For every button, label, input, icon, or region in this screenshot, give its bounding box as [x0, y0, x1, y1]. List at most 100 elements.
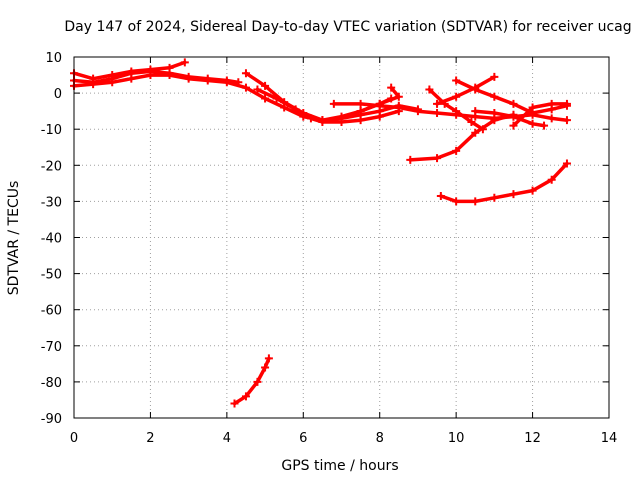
x-tick-label: 0	[70, 431, 78, 446]
data-point	[306, 114, 315, 123]
data-point	[490, 72, 499, 81]
x-axis-label: GPS time / hours	[281, 458, 398, 474]
data-point	[433, 154, 442, 163]
series-line	[358, 85, 401, 113]
series-track-13	[406, 110, 518, 164]
data-point	[108, 78, 117, 87]
data-point	[452, 146, 461, 155]
data-point	[241, 392, 250, 401]
y-tick-label: -20	[41, 159, 62, 174]
data-point	[528, 186, 537, 195]
y-tick-label: -50	[41, 268, 62, 283]
data-point	[490, 92, 499, 101]
data-point	[272, 94, 281, 103]
data-point	[547, 175, 556, 184]
data-point	[509, 99, 518, 108]
data-point	[375, 112, 384, 121]
data-point	[89, 74, 98, 83]
x-tick-label: 14	[601, 431, 618, 446]
data-series	[70, 58, 571, 408]
data-point	[562, 116, 571, 125]
x-tick-label: 4	[223, 431, 231, 446]
y-tick-label: 10	[45, 51, 62, 66]
series-line	[72, 69, 241, 85]
y-tick-label: -10	[41, 123, 62, 138]
data-point	[562, 159, 571, 168]
data-point	[318, 117, 327, 126]
x-tick-label: 10	[448, 431, 465, 446]
data-point	[490, 108, 499, 117]
data-point	[261, 363, 270, 372]
data-point	[509, 121, 518, 130]
data-point	[356, 107, 365, 116]
data-point	[329, 99, 338, 108]
data-point	[547, 114, 556, 123]
series-track-12	[509, 99, 571, 130]
data-point	[471, 85, 480, 94]
data-point	[490, 116, 499, 125]
series-line	[511, 102, 569, 128]
data-point	[127, 67, 136, 76]
data-point	[356, 116, 365, 125]
y-tick-label: -80	[41, 376, 62, 391]
y-tick-label: -30	[41, 195, 62, 210]
y-tick-label: -70	[41, 340, 62, 355]
data-point	[452, 107, 461, 116]
y-tick-label: 0	[54, 87, 62, 102]
data-point	[230, 399, 239, 408]
data-point	[253, 377, 262, 386]
data-point	[222, 78, 231, 87]
x-tick-label: 8	[376, 431, 384, 446]
axis-ticks: 0 2 4 6 8 10 12 14 10 0 -10 -20 -30 -40 -50 -60 -70 -80 -9…	[41, 51, 618, 446]
data-point	[184, 74, 193, 83]
data-point	[108, 71, 117, 80]
data-point	[528, 119, 537, 128]
data-point	[241, 83, 250, 92]
data-point	[452, 197, 461, 206]
data-point	[241, 69, 250, 78]
y-tick-label: -60	[41, 304, 62, 319]
data-point	[165, 63, 174, 72]
data-point	[509, 110, 518, 119]
series-track-7	[356, 83, 403, 116]
data-point	[547, 99, 556, 108]
x-tick-label: 6	[299, 431, 307, 446]
series-track-14	[436, 159, 571, 206]
data-point	[337, 117, 346, 126]
data-point	[436, 191, 445, 200]
data-point	[425, 85, 434, 94]
data-point	[261, 94, 270, 103]
data-point	[264, 354, 273, 363]
y-axis-label: SDTVAR / TECUs	[6, 181, 22, 296]
data-point	[356, 99, 365, 108]
series-track-10	[452, 76, 571, 117]
series-line	[435, 75, 497, 106]
data-point	[528, 103, 537, 112]
data-point	[467, 117, 476, 126]
data-point	[471, 107, 480, 116]
data-point	[471, 197, 480, 206]
data-point	[146, 65, 155, 74]
series-track-5	[253, 85, 403, 126]
data-point	[406, 155, 415, 164]
data-point	[394, 92, 403, 101]
y-tick-label: -40	[41, 232, 62, 247]
data-point	[433, 99, 442, 108]
data-point	[540, 121, 549, 130]
data-point	[452, 92, 461, 101]
data-point	[471, 128, 480, 137]
data-point	[180, 58, 189, 67]
series-track-15	[230, 354, 273, 408]
data-point	[127, 74, 136, 83]
data-point	[413, 107, 422, 116]
data-point	[562, 99, 571, 108]
chart-title: Day 147 of 2024, Sidereal Day-to-day VTE…	[64, 19, 631, 35]
data-point	[261, 81, 270, 90]
data-point	[291, 105, 300, 114]
data-point	[394, 103, 403, 112]
data-point	[490, 193, 499, 202]
y-tick-label: -90	[41, 412, 62, 427]
data-point	[387, 83, 396, 92]
